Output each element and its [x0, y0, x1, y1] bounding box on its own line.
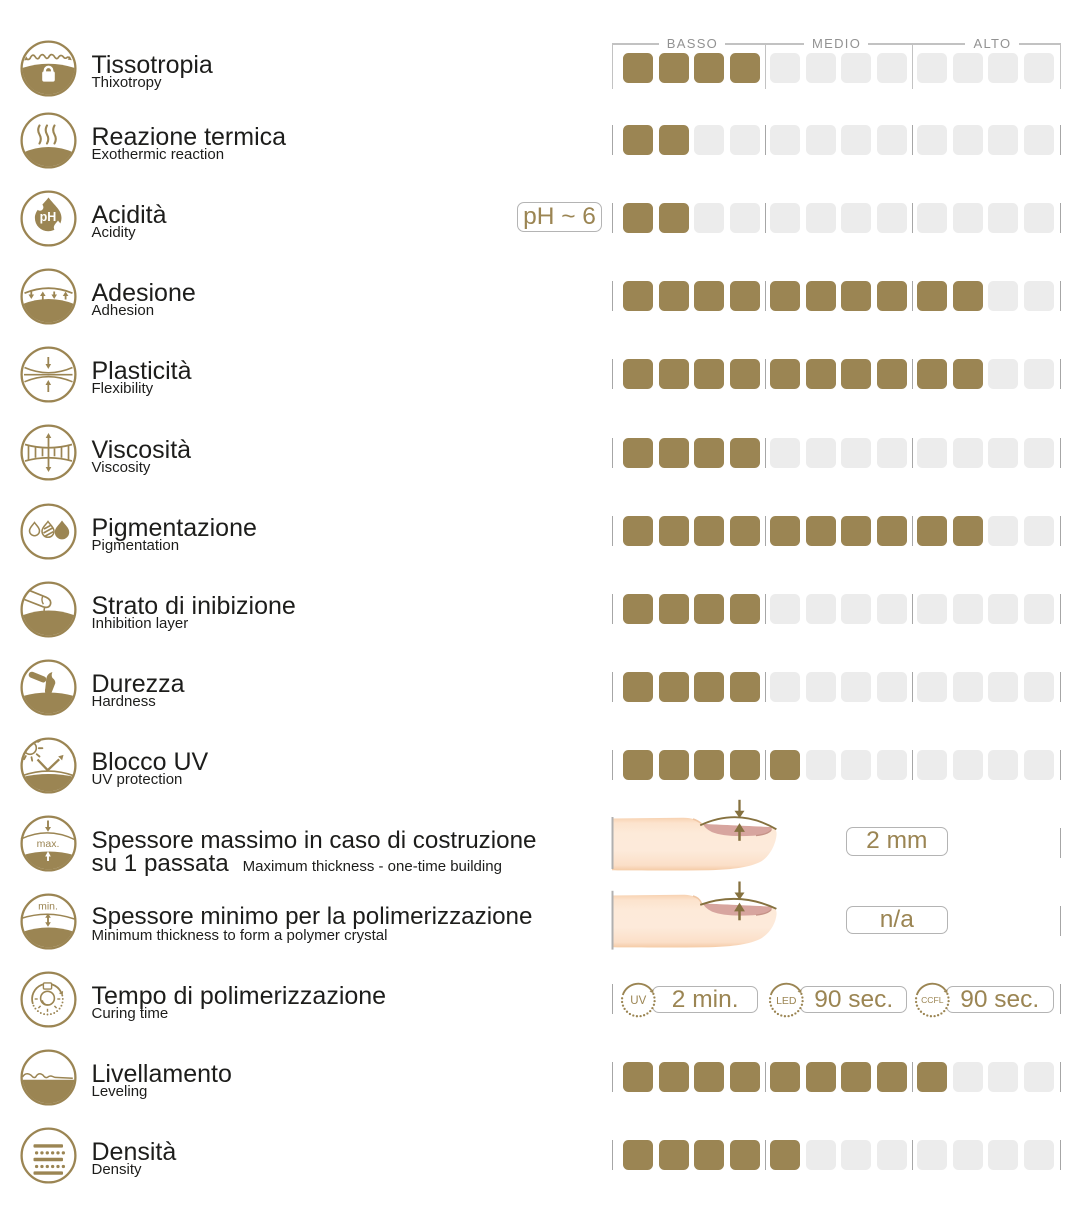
svg-text:UV: UV — [631, 995, 647, 1007]
svg-text:min.: min. — [38, 900, 58, 912]
svg-text:CCFL: CCFL — [921, 995, 944, 1005]
svg-text:LED: LED — [776, 995, 797, 1007]
svg-text:max.: max. — [37, 837, 60, 849]
svg-text:pH: pH — [40, 210, 57, 224]
